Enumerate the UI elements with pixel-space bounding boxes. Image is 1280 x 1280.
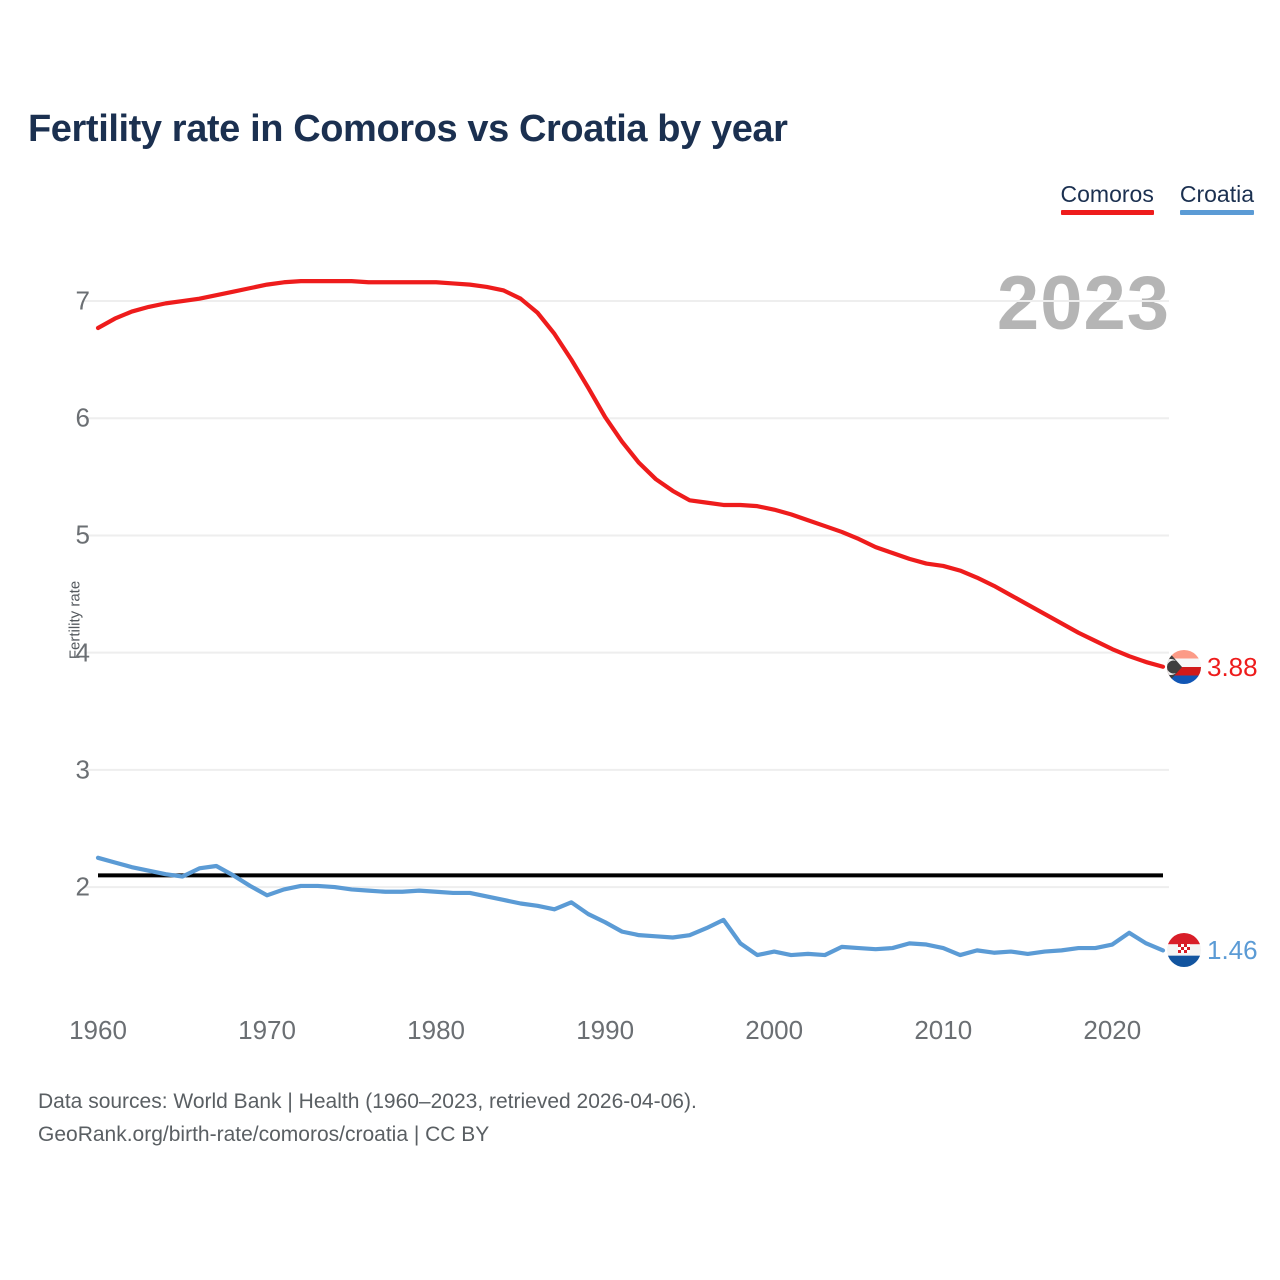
- footer-sources: Data sources: World Bank | Health (1960–…: [38, 1086, 697, 1151]
- end-value-croatia: 1.46: [1207, 935, 1258, 966]
- x-tick-label: 1980: [407, 1015, 466, 1045]
- x-tick-label: 1970: [238, 1015, 296, 1045]
- x-tick-label: 1990: [576, 1015, 635, 1045]
- line-series-comoros: [95, 279, 1166, 669]
- year-watermark: 2023: [996, 261, 1170, 346]
- x-tick-label: 2010: [914, 1015, 973, 1045]
- croatia-flag-icon: [1167, 933, 1201, 968]
- y-tick-label: 6: [75, 402, 90, 433]
- y-tick-label: 3: [75, 754, 90, 785]
- x-tick-label: 2000: [745, 1015, 804, 1045]
- end-value-comoros: 3.88: [1207, 651, 1258, 682]
- legend-item-croatia[interactable]: Croatia: [1179, 181, 1254, 215]
- y-tick-label: 2: [75, 871, 90, 902]
- legend-label-comoros: Comoros: [1060, 181, 1154, 207]
- x-tick-label: 1960: [69, 1015, 127, 1045]
- legend-label-croatia: Croatia: [1179, 181, 1254, 207]
- x-tick-label: 2020: [1083, 1015, 1142, 1045]
- gridlines-group: [84, 300, 1169, 889]
- footer-line-2: GeoRank.org/birth-rate/comoros/croatia |…: [38, 1122, 490, 1146]
- end-label-comoros: 3.88: [1167, 649, 1258, 684]
- y-tick-label: 7: [75, 285, 90, 316]
- legend-swatch-croatia: [1179, 209, 1254, 215]
- end-label-croatia: 1.46: [1167, 933, 1258, 968]
- line-series-croatia: [95, 855, 1166, 958]
- y-axis-ticks: 7 6 5 4 3 2: [58, 0, 90, 1280]
- comoros-flag-icon: [1167, 649, 1201, 684]
- y-tick-label: 4: [75, 637, 90, 668]
- legend-item-comoros[interactable]: Comoros: [1060, 181, 1154, 215]
- footer-line-1: Data sources: World Bank | Health (1960–…: [38, 1090, 697, 1113]
- x-axis-ticks: 1960 1970 1980 1990 2000 2010 2020: [0, 1015, 1280, 1055]
- legend-swatch-comoros: [1060, 209, 1154, 215]
- y-tick-label: 5: [75, 519, 90, 550]
- chart-legend: Comoros Croatia: [1060, 181, 1254, 215]
- page-title: Fertility rate in Comoros vs Croatia by …: [28, 108, 788, 150]
